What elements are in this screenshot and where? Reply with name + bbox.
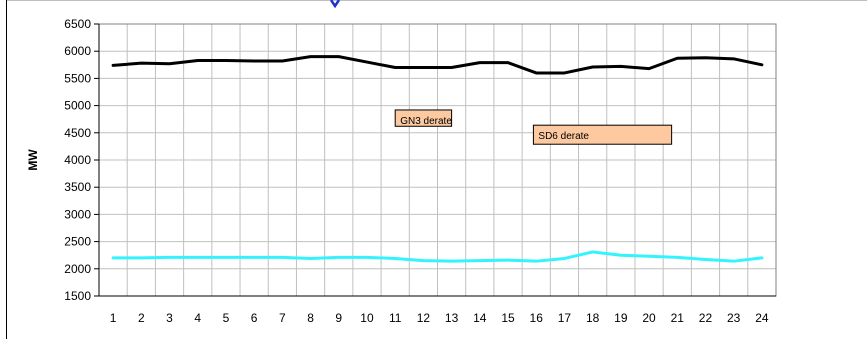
x-tick-label: 8 — [307, 311, 314, 325]
x-tick-label: 16 — [530, 311, 544, 325]
annotation-box — [394, 109, 453, 127]
y-tick-label: 4000 — [64, 153, 91, 167]
y-tick-label: 1500 — [64, 289, 91, 303]
y-tick-label: 2500 — [64, 235, 91, 249]
gridlines — [99, 23, 776, 297]
x-tick-label: 12 — [417, 311, 431, 325]
series-lines — [111, 55, 764, 263]
x-tick-label: 19 — [614, 311, 628, 325]
x-tick-label: 1 — [110, 311, 117, 325]
x-tick-label: 6 — [251, 311, 258, 325]
y-tick-label: 4500 — [64, 126, 91, 140]
series-2-line — [111, 250, 764, 263]
clipped-title-fragment — [329, 0, 341, 9]
x-tick-label: 20 — [642, 311, 656, 325]
x-tick-label: 13 — [445, 311, 459, 325]
x-tick-label: 15 — [501, 311, 515, 325]
x-tick-label: 17 — [558, 311, 572, 325]
y-tick-label: 2000 — [64, 262, 91, 276]
y-tick-label: 5500 — [64, 71, 91, 85]
annotation-label: GN3 derate — [400, 116, 452, 127]
x-tick-label: 3 — [166, 311, 173, 325]
x-tick-label: 4 — [194, 311, 201, 325]
x-tick-label: 9 — [335, 311, 342, 325]
y-tick-label: 6000 — [64, 44, 91, 58]
x-tick-label: 22 — [699, 311, 713, 325]
x-tick-label: 21 — [671, 311, 685, 325]
x-axis: 1 2 3 4 5 6 7 8 9 10 11 12 13 14 15 16 17 18 19 20 21 22 23 24 — [99, 295, 776, 325]
y-tick-label: 5000 — [64, 99, 91, 113]
y-tick-label: 3000 — [64, 207, 91, 221]
x-tick-label: 2 — [138, 311, 145, 325]
y-tick-label: 6500 — [64, 17, 91, 31]
annotations: GN3 derate SD6 derate — [394, 109, 673, 145]
x-tick-label: 23 — [727, 311, 741, 325]
x-tick-label: 24 — [755, 311, 769, 325]
y-tick-label: 3500 — [64, 180, 91, 194]
x-tick-label: 10 — [360, 311, 374, 325]
annotation-label: SD6 derate — [538, 131, 589, 142]
x-tick-label: 5 — [223, 311, 230, 325]
y-axis: 1500 2000 2500 3000 3500 4000 4500 5000 5500 6000… — [64, 17, 100, 303]
y-axis-label: MW — [26, 149, 40, 171]
x-tick-label: 14 — [473, 311, 487, 325]
x-tick-label: 18 — [586, 311, 600, 325]
x-tick-label: 7 — [279, 311, 286, 325]
x-tick-label: 11 — [389, 311, 402, 325]
annotation-box — [532, 124, 673, 145]
series-1-line — [111, 55, 764, 75]
